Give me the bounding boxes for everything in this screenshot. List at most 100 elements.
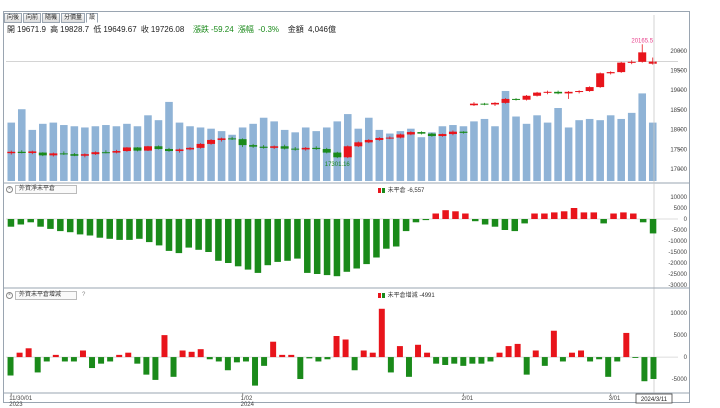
foreign-bar bbox=[432, 213, 439, 219]
foreign-bar bbox=[353, 219, 360, 269]
low-annotation: 17301.16 bbox=[325, 162, 351, 168]
foreign-panel-title[interactable]: 外資淨未平倉 bbox=[15, 185, 77, 194]
oi-change-bar bbox=[98, 357, 105, 364]
volume-bar bbox=[165, 101, 173, 181]
foreign-bar bbox=[57, 219, 64, 232]
volume-bar bbox=[638, 93, 647, 181]
tab-forward[interactable]: 向前 bbox=[23, 13, 42, 23]
foreign-bar bbox=[66, 219, 74, 233]
oi-change-bar bbox=[25, 348, 32, 358]
oi-change-bar bbox=[7, 357, 14, 376]
foreign-bar bbox=[471, 219, 479, 222]
open-label: 開 bbox=[7, 25, 15, 34]
candle-body bbox=[396, 134, 405, 138]
foreign-bar bbox=[402, 219, 410, 232]
help-icon[interactable]: ? bbox=[82, 292, 86, 298]
volume-bar bbox=[470, 121, 478, 181]
oi-change-bar bbox=[641, 357, 648, 382]
oi-change-panel-title-text: 外資未平倉增減 bbox=[19, 292, 62, 298]
foreign-bar bbox=[116, 219, 123, 240]
oi-change-bar bbox=[559, 357, 566, 362]
candle-body bbox=[7, 151, 16, 154]
volume-bar bbox=[407, 128, 415, 181]
candle-body bbox=[49, 153, 58, 156]
oi-change-bar bbox=[16, 352, 23, 358]
tab-back[interactable]: 向後 bbox=[4, 13, 23, 23]
close-foreign-panel-icon[interactable]: × bbox=[6, 186, 13, 193]
high-value: 19828.7 bbox=[60, 25, 90, 34]
candle-body bbox=[80, 154, 89, 156]
candle-body bbox=[70, 154, 79, 156]
oi-change-bar bbox=[478, 357, 485, 364]
volume-bar bbox=[543, 122, 552, 181]
volume-bar bbox=[17, 109, 26, 181]
candle-body bbox=[186, 147, 195, 150]
close-oi-change-panel-icon[interactable]: × bbox=[6, 292, 13, 299]
candle-body bbox=[238, 139, 247, 146]
candle-body bbox=[459, 131, 468, 133]
oi-change-bar bbox=[324, 357, 331, 360]
volume-bar bbox=[154, 120, 163, 181]
volume-bar bbox=[575, 120, 583, 181]
oi-change-bar bbox=[487, 357, 494, 362]
oi-change-bar bbox=[496, 352, 503, 358]
close-value: 19726.08 bbox=[150, 25, 185, 34]
foreign-bar bbox=[412, 219, 420, 223]
candle-body bbox=[512, 98, 521, 100]
candle-body bbox=[291, 148, 300, 150]
foreign-tick-label: -25000 bbox=[668, 272, 687, 278]
candle-body bbox=[501, 98, 510, 103]
tab-random[interactable]: 隨機 bbox=[42, 13, 61, 23]
foreign-tick-label: -30000 bbox=[668, 283, 687, 289]
foreign-bar bbox=[47, 219, 54, 229]
oi-change-bar bbox=[70, 357, 77, 362]
foreign-bar bbox=[304, 219, 311, 273]
foreign-bar bbox=[234, 219, 242, 267]
pct-label: 漲幅 bbox=[237, 25, 254, 34]
volume-bar bbox=[512, 116, 520, 181]
oi-change-legend-label: 未平倉增減 bbox=[387, 293, 418, 299]
candle-body bbox=[259, 146, 268, 148]
candle-body bbox=[417, 132, 426, 134]
volume-bar bbox=[217, 131, 226, 181]
foreign-bar bbox=[620, 212, 627, 219]
foreign-bar bbox=[343, 219, 351, 272]
oi-change-bar bbox=[297, 357, 304, 380]
candle-body bbox=[249, 145, 258, 147]
tab-settings[interactable]: 設 bbox=[86, 13, 99, 23]
oi-change-bar bbox=[224, 357, 231, 371]
ohlc-readout: 開 19671.9 高 19828.7 低 19649.67 收 19726.08 漲跌… bbox=[7, 24, 338, 35]
tab-volume-profile[interactable]: 分價量 bbox=[61, 13, 86, 23]
candle-body bbox=[480, 103, 489, 105]
oi-change-bar bbox=[369, 352, 376, 358]
volume-bar bbox=[386, 133, 394, 181]
time-tick-label: 2/01 bbox=[461, 396, 473, 402]
volume-bar bbox=[196, 127, 205, 181]
oi-change-bar bbox=[632, 357, 639, 358]
candle-body bbox=[364, 139, 373, 143]
price-panel: 17000 17500 18000 18500 19000 19500 20000 20165… bbox=[3, 15, 690, 393]
candle-body bbox=[112, 151, 121, 153]
volume-bar bbox=[606, 115, 615, 181]
oi-change-bar bbox=[134, 357, 141, 364]
candle-body bbox=[469, 103, 478, 106]
foreign-bar bbox=[590, 212, 598, 219]
oi-change-panel-title[interactable]: 外資未平倉增減 bbox=[15, 291, 77, 300]
open-value: 19671.9 bbox=[17, 25, 46, 34]
foreign-bar bbox=[145, 219, 153, 243]
volume-bar bbox=[259, 117, 268, 181]
candle-body bbox=[627, 61, 636, 63]
volume-bar bbox=[333, 121, 342, 181]
foreign-bar bbox=[205, 219, 212, 252]
foreign-bar bbox=[313, 219, 321, 274]
time-tick-label: 1/02 bbox=[241, 396, 253, 402]
volume-bar bbox=[648, 122, 657, 181]
candle-body bbox=[301, 147, 310, 150]
oi-change-bar bbox=[587, 357, 594, 362]
volume-bar bbox=[312, 131, 321, 181]
candle-body bbox=[617, 62, 626, 73]
oi-change-bar bbox=[451, 357, 458, 364]
candle-body bbox=[533, 92, 542, 96]
candle-body bbox=[322, 149, 331, 153]
volume-bar bbox=[459, 126, 468, 181]
